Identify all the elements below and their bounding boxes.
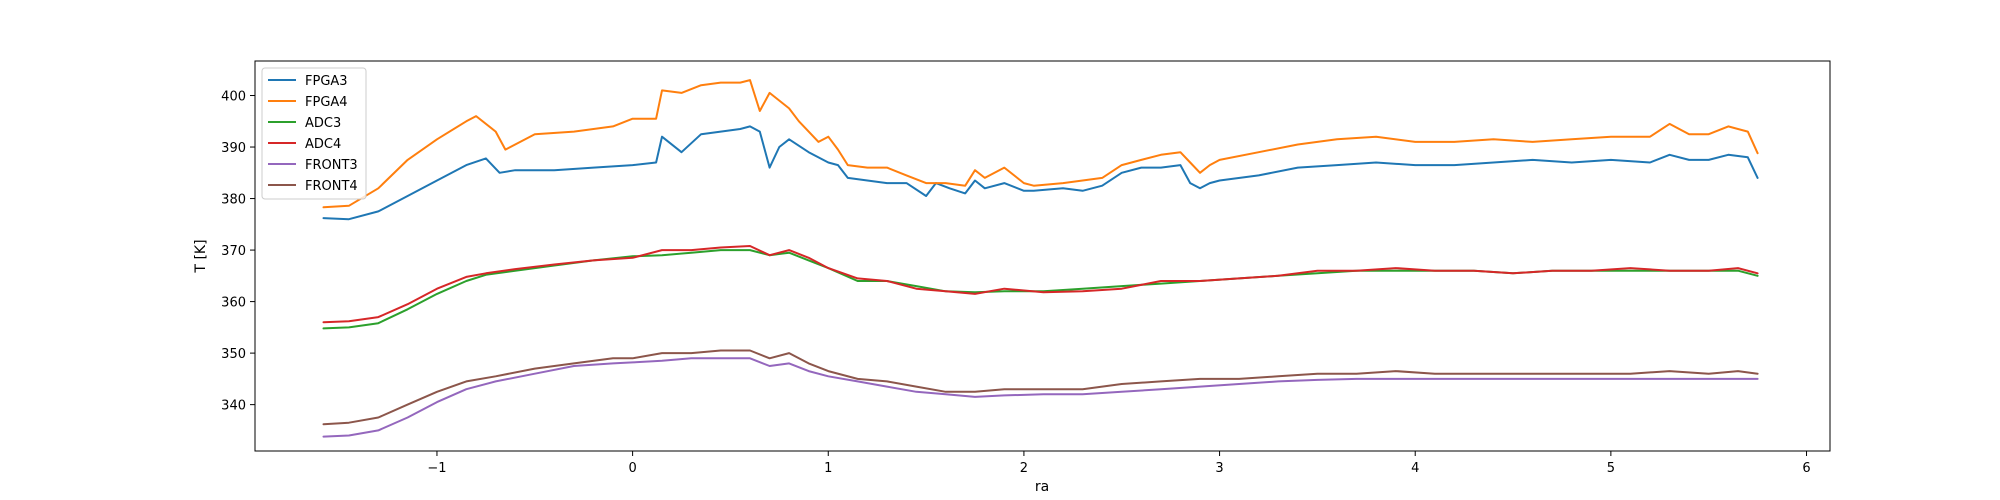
series-line-front3 bbox=[322, 357, 1759, 438]
y-axis-label: T [K] bbox=[193, 239, 209, 273]
y-tick-label: 370 bbox=[221, 244, 246, 259]
y-tick-label: 360 bbox=[221, 296, 246, 311]
x-tick-label: 5 bbox=[1607, 461, 1615, 476]
legend-label-front3: FRONT3 bbox=[305, 158, 358, 173]
y-tick-label: 350 bbox=[221, 347, 246, 362]
x-tick-label: 6 bbox=[1802, 461, 1810, 476]
x-tick-label: 1 bbox=[824, 461, 832, 476]
legend-label-adc3: ADC3 bbox=[305, 116, 341, 131]
axes-frame bbox=[254, 60, 1831, 452]
x-tick-label: 0 bbox=[628, 461, 636, 476]
series-line-adc4 bbox=[322, 245, 1759, 324]
legend-label-adc4: ADC4 bbox=[305, 137, 341, 152]
x-tick-label: 2 bbox=[1020, 461, 1028, 476]
legend-label-fpga3: FPGA3 bbox=[305, 74, 348, 89]
x-axis: −1 0 1 2 3 4 5 6 bbox=[427, 451, 1811, 476]
y-tick-label: 380 bbox=[221, 193, 246, 208]
x-tick-label: −1 bbox=[427, 461, 446, 476]
legend-label-fpga4: FPGA4 bbox=[305, 95, 348, 110]
x-tick-label: 3 bbox=[1215, 461, 1223, 476]
plot-lines bbox=[322, 79, 1759, 438]
y-tick-label: 400 bbox=[221, 90, 246, 105]
series-line-fpga4 bbox=[322, 79, 1759, 209]
y-axis: 340 350 360 370 380 390 400 bbox=[221, 90, 255, 414]
x-axis-label: ra bbox=[1035, 479, 1049, 495]
y-tick-label: 340 bbox=[221, 399, 246, 414]
legend: FPGA3 FPGA4 ADC3 ADC4 FRONT3 FRONT4 bbox=[261, 67, 367, 200]
legend-label-front4: FRONT4 bbox=[305, 179, 358, 194]
series-line-front4 bbox=[322, 349, 1759, 426]
y-tick-label: 390 bbox=[221, 141, 246, 156]
series-line-fpga3 bbox=[322, 125, 1759, 221]
x-tick-label: 4 bbox=[1411, 461, 1419, 476]
